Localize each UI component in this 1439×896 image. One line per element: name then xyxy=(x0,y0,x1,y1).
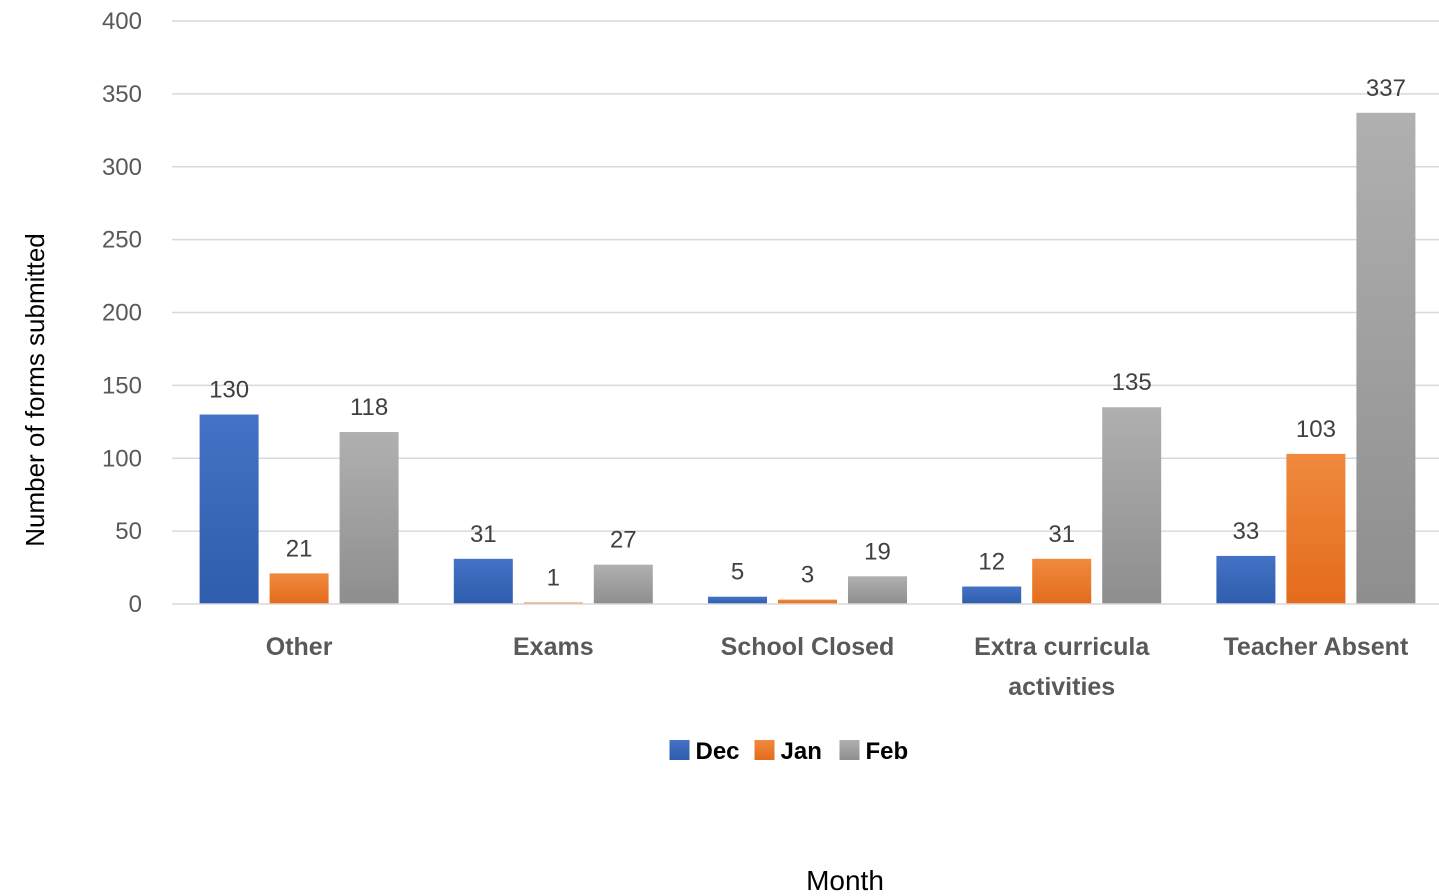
data-label: 12 xyxy=(978,549,1005,576)
data-label: 33 xyxy=(1233,518,1260,545)
x-category-label: Teacher Absent xyxy=(1224,633,1409,661)
legend-swatch-dec xyxy=(669,740,690,760)
data-label: 135 xyxy=(1112,369,1152,396)
y-axis-ticks: 0 50 100 150 200 250 300 350 400 xyxy=(102,8,142,618)
bar-dec xyxy=(708,596,767,604)
legend-label-dec: Dec xyxy=(696,738,740,765)
data-label: 130 xyxy=(209,377,249,404)
y-tick-label: 0 xyxy=(129,591,142,618)
bar-dec xyxy=(199,414,259,604)
x-category-label: activities xyxy=(1008,673,1115,701)
x-category-label: Extra curricula xyxy=(974,633,1150,661)
y-axis-title: Number of forms submitted xyxy=(20,233,50,547)
bar-dec xyxy=(453,558,513,604)
legend-swatch-jan xyxy=(754,740,775,760)
x-category-label: Exams xyxy=(513,633,594,661)
bar-dec xyxy=(1216,555,1276,604)
data-label: 337 xyxy=(1366,75,1406,102)
bar-feb xyxy=(848,576,907,604)
data-label: 1 xyxy=(547,565,560,592)
legend-swatch-feb xyxy=(839,740,860,760)
bar-jan xyxy=(1286,453,1346,604)
x-category-label: Other xyxy=(266,633,333,661)
bar-jan xyxy=(269,573,329,604)
y-tick-label: 400 xyxy=(102,8,142,35)
bar-feb xyxy=(1356,112,1416,604)
bars xyxy=(199,112,1416,604)
data-label: 19 xyxy=(864,538,891,565)
bar-dec xyxy=(962,586,1022,604)
bar-jan xyxy=(778,599,837,604)
bar-feb xyxy=(339,432,399,604)
x-axis-title: Month xyxy=(806,865,884,896)
bar-feb xyxy=(1102,407,1162,604)
data-label: 118 xyxy=(350,394,388,421)
legend-label-feb: Feb xyxy=(866,738,909,765)
bar-feb xyxy=(593,564,653,604)
y-tick-label: 100 xyxy=(102,445,142,472)
data-label: 27 xyxy=(610,527,637,554)
y-tick-label: 300 xyxy=(102,154,142,181)
y-tick-label: 250 xyxy=(102,227,142,254)
data-label: 31 xyxy=(470,521,497,548)
legend: Dec Jan Feb xyxy=(669,738,909,765)
y-tick-label: 150 xyxy=(102,372,142,399)
data-label: 3 xyxy=(801,562,814,589)
bar-jan xyxy=(1032,558,1092,604)
y-tick-label: 200 xyxy=(102,300,142,327)
data-label: 103 xyxy=(1296,416,1336,443)
x-axis-categories: Other Exams School Closed Extra curricula ac… xyxy=(266,633,1409,701)
data-label: 5 xyxy=(731,559,744,586)
y-tick-label: 50 xyxy=(115,518,142,545)
y-tick-label: 350 xyxy=(102,81,142,108)
x-category-label: School Closed xyxy=(721,633,895,661)
data-label: 21 xyxy=(286,535,313,562)
legend-label-jan: Jan xyxy=(781,738,822,765)
data-label: 31 xyxy=(1048,521,1075,548)
